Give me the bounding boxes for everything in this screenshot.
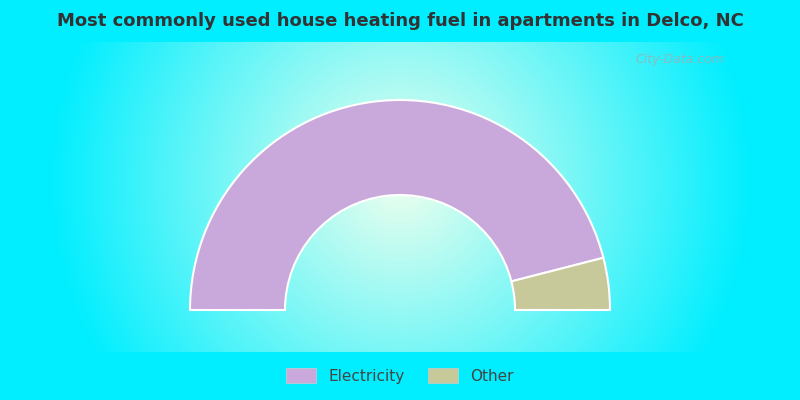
Text: Most commonly used house heating fuel in apartments in Delco, NC: Most commonly used house heating fuel in… [57,12,743,30]
Wedge shape [511,258,610,310]
Wedge shape [190,100,603,310]
Bar [0,352,800,400]
Bar [0,0,800,42]
Text: City-Data.com: City-Data.com [635,54,725,66]
Legend: Electricity, Other: Electricity, Other [282,363,518,388]
